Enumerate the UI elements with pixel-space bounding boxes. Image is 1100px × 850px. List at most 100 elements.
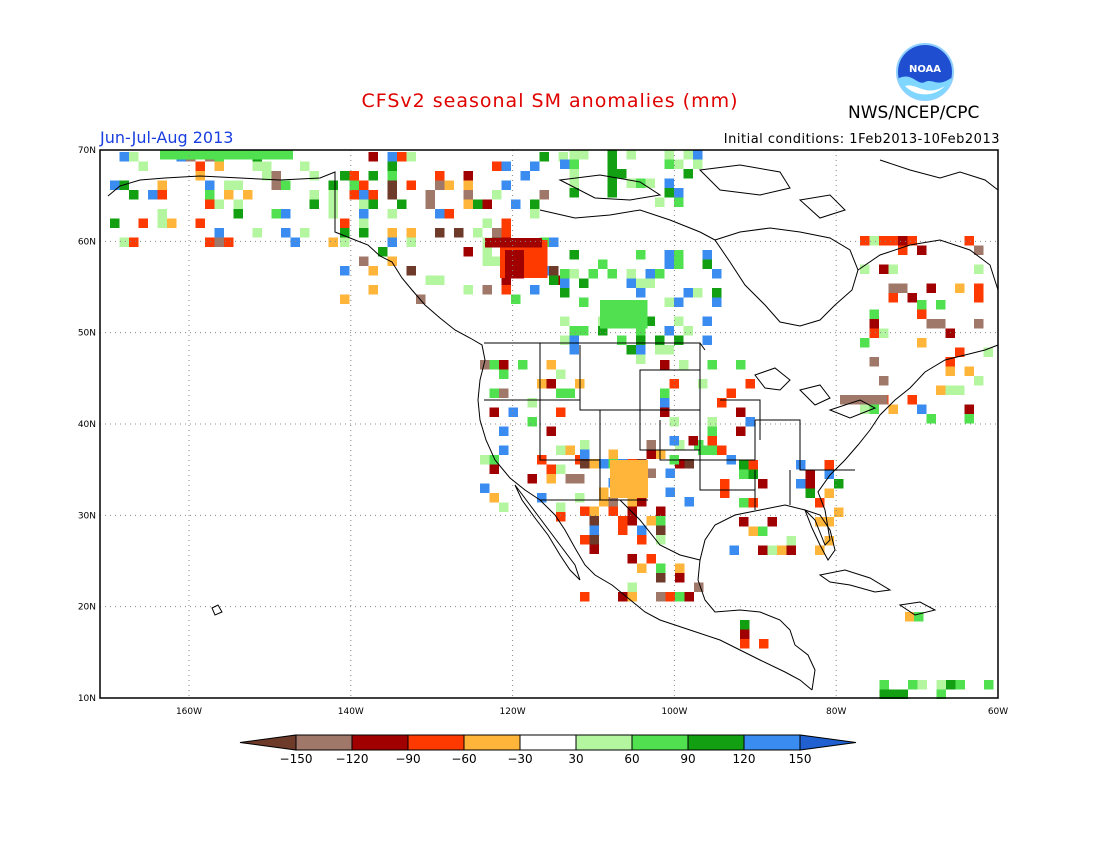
- anomaly-cell: [463, 285, 473, 295]
- anomaly-cell: [955, 283, 965, 293]
- anomaly-cell: [579, 278, 589, 288]
- anomaly-cell: [480, 483, 490, 493]
- anomaly-cell: [627, 582, 637, 592]
- anomaly-cell: [907, 293, 917, 303]
- anomaly-cell: [589, 459, 599, 469]
- anomaly-cell: [281, 180, 291, 190]
- anomaly-cell: [898, 236, 908, 246]
- colorbar-swatch: [407, 734, 465, 751]
- anomaly-cell: [435, 209, 445, 219]
- anomaly-cell: [482, 247, 492, 257]
- anomaly-cell: [637, 563, 647, 573]
- anomaly-cell: [463, 171, 473, 181]
- anomaly-cell: [148, 190, 158, 200]
- anomaly-cell: [645, 178, 655, 188]
- anomaly-cell: [454, 228, 464, 238]
- anomaly-cell: [694, 440, 704, 450]
- anomaly-cell: [505, 269, 515, 279]
- anomaly-cell: [674, 250, 684, 260]
- anomaly-cell: [712, 288, 722, 298]
- anomaly-cell: [546, 379, 556, 389]
- anomaly-cell: [748, 460, 758, 470]
- lat-label: 40N: [78, 420, 96, 430]
- lon-label: 60W: [988, 707, 1008, 717]
- lon-label: 80W: [826, 707, 846, 717]
- anomaly-cell: [499, 502, 509, 512]
- anomaly-cell: [233, 209, 243, 219]
- anomaly-cell: [655, 335, 665, 345]
- anomaly-cell: [636, 178, 646, 188]
- anomaly-cell: [888, 236, 898, 246]
- anomaly-cell: [538, 268, 548, 278]
- anomaly-cell: [610, 488, 620, 498]
- anomaly-cell: [702, 259, 712, 269]
- anomaly-cell: [869, 319, 879, 329]
- colorbar-label: 60: [624, 752, 639, 766]
- anomaly-cell: [745, 379, 755, 389]
- anomaly-cell: [195, 218, 205, 228]
- anomaly-cell: [198, 150, 208, 160]
- anomaly-cell: [815, 545, 825, 555]
- anomaly-cell: [707, 360, 717, 370]
- anomaly-cell: [138, 161, 148, 171]
- anomaly-cell: [888, 293, 898, 303]
- anomaly-cell: [917, 404, 927, 414]
- anomaly-cell: [579, 326, 589, 336]
- anomaly-cell: [560, 159, 570, 169]
- anomaly-cell: [675, 459, 685, 469]
- colorbar-swatch: [463, 734, 521, 751]
- anomaly-cell: [546, 464, 556, 474]
- anomaly-cell: [425, 275, 435, 285]
- anomaly-cell: [936, 680, 946, 690]
- anomaly-cell: [674, 259, 684, 269]
- anomaly-cell: [340, 266, 350, 276]
- anomaly-cell: [463, 180, 473, 190]
- anomaly-cell: [629, 479, 639, 489]
- anomaly-cell: [868, 395, 878, 405]
- anomaly-cell: [505, 250, 515, 260]
- anomaly-cell: [664, 259, 674, 269]
- anomaly-cell: [599, 459, 609, 469]
- anomaly-cell: [860, 338, 870, 348]
- anomaly-cell: [707, 445, 717, 455]
- anomaly-cell: [473, 199, 483, 209]
- anomaly-cell: [617, 335, 627, 345]
- anomaly-cell: [368, 285, 378, 295]
- anomaly-cell: [501, 275, 511, 285]
- anomaly-cell: [340, 237, 350, 247]
- anomaly-cell: [638, 488, 648, 498]
- anomaly-cell: [945, 366, 955, 376]
- colorbar-arrow-high: [799, 734, 857, 751]
- anomaly-cell: [501, 285, 511, 295]
- anomaly-cell: [684, 497, 694, 507]
- anomaly-cell: [665, 487, 675, 497]
- anomaly-cell: [349, 190, 359, 200]
- anomaly-cell: [683, 288, 693, 298]
- anomaly-cell: [565, 388, 575, 398]
- lat-label: 30N: [78, 511, 96, 521]
- anomaly-cell: [598, 259, 608, 269]
- anomaly-cell: [492, 190, 502, 200]
- anomaly-cell: [688, 436, 698, 446]
- anomaly-cell: [619, 488, 629, 498]
- anomaly-cell: [530, 199, 540, 209]
- anomaly-cell: [669, 417, 679, 427]
- anomaly-cell: [549, 266, 559, 276]
- lon-label: 120W: [500, 707, 526, 717]
- anomaly-cell: [233, 180, 243, 190]
- anomaly-cell: [463, 190, 473, 200]
- anomaly-cell: [119, 237, 129, 247]
- anomaly-cell: [271, 180, 281, 190]
- anomaly-cell: [252, 228, 262, 238]
- anomaly-cell: [340, 228, 350, 238]
- anomaly-cell: [707, 417, 717, 427]
- anomaly-cell: [511, 294, 521, 304]
- anomaly-cell: [629, 488, 639, 498]
- anomaly-cell: [514, 250, 524, 260]
- anomaly-cell: [656, 449, 666, 459]
- lon-label: 100W: [661, 707, 687, 717]
- anomaly-cell: [693, 150, 703, 160]
- anomaly-cell: [119, 180, 129, 190]
- anomaly-cell: [489, 360, 499, 370]
- anomaly-cell: [619, 460, 629, 470]
